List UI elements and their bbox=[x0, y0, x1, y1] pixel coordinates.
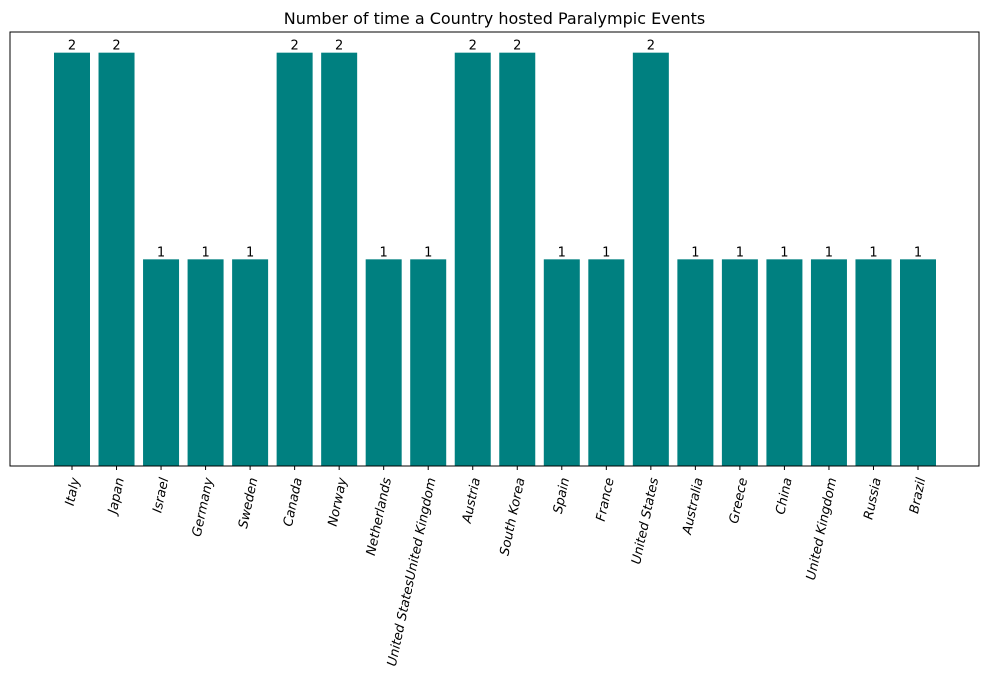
bar-value-label: 2 bbox=[335, 39, 343, 54]
bar bbox=[187, 259, 224, 466]
x-tick-label: Russia bbox=[861, 476, 884, 521]
plot-area-frame bbox=[9, 31, 980, 467]
bar-value-label: 2 bbox=[290, 39, 298, 54]
x-tick-label: Italy bbox=[63, 476, 84, 507]
bar bbox=[855, 259, 892, 466]
bar bbox=[54, 52, 90, 467]
bar-value-label: 1 bbox=[914, 245, 922, 260]
x-tick-label: France bbox=[594, 476, 618, 522]
x-tick-label: South Korea bbox=[497, 476, 528, 557]
bar-value-label: 1 bbox=[157, 245, 165, 260]
x-tick-label: Sweden bbox=[236, 476, 261, 529]
bar-value-label: 2 bbox=[469, 39, 477, 54]
bar-value-label: 2 bbox=[112, 39, 120, 54]
bar bbox=[543, 259, 580, 466]
x-tick-label: Norway bbox=[326, 476, 351, 528]
bar-value-label: 1 bbox=[736, 245, 744, 260]
bar-value-label: 1 bbox=[602, 245, 610, 260]
bar-value-label: 1 bbox=[246, 245, 254, 260]
x-tick-label: Australia bbox=[680, 476, 707, 536]
bar-value-label: 1 bbox=[780, 245, 788, 260]
x-tick-label: China bbox=[773, 476, 795, 515]
x-tick-label: Germany bbox=[190, 476, 217, 538]
bar-value-label: 2 bbox=[68, 39, 76, 54]
x-tick-label: Canada bbox=[281, 476, 306, 528]
x-tick-label: United States bbox=[629, 476, 662, 565]
bar-value-label: 2 bbox=[513, 39, 521, 54]
bar-value-label: 2 bbox=[647, 39, 655, 54]
x-tick-label: United StatesUnited Kingdom bbox=[385, 476, 440, 667]
bar-value-label: 1 bbox=[691, 245, 699, 260]
x-tick-label: United Kingdom bbox=[804, 476, 840, 581]
bar bbox=[632, 52, 669, 467]
x-tick-label: Netherlands bbox=[364, 476, 395, 557]
data-labels-group: 2 2 1 1 1 2 2 1 1 2 2 1 1 2 1 1 1 1 1 1 bbox=[68, 39, 922, 261]
bar bbox=[588, 259, 625, 466]
x-tick-label: Japan bbox=[105, 476, 128, 518]
bar bbox=[98, 52, 135, 467]
bar bbox=[143, 259, 180, 466]
bar bbox=[276, 52, 313, 467]
bar-value-label: 1 bbox=[869, 245, 877, 260]
bar bbox=[499, 52, 536, 467]
bar bbox=[232, 259, 269, 466]
x-tick-label: Brazil bbox=[907, 476, 929, 515]
bar bbox=[454, 52, 491, 467]
x-tick-label: Israel bbox=[150, 476, 172, 514]
bar-value-label: 1 bbox=[380, 245, 388, 260]
x-tick-labels-group: Italy Japan Israel Germany Sweden Canada Norwa… bbox=[63, 466, 929, 668]
x-tick-label: Spain bbox=[551, 476, 573, 515]
bars-group bbox=[54, 52, 936, 467]
bar bbox=[410, 259, 447, 466]
bar bbox=[900, 259, 936, 466]
chart-title: Number of time a Country hosted Paralymp… bbox=[284, 9, 706, 28]
bar bbox=[677, 259, 714, 466]
bar bbox=[810, 259, 847, 466]
x-tick-label: Austria bbox=[460, 476, 484, 525]
bar bbox=[766, 259, 803, 466]
bar bbox=[365, 259, 402, 466]
bar-value-label: 1 bbox=[825, 245, 833, 260]
bar-value-label: 1 bbox=[424, 245, 432, 260]
bar-value-label: 1 bbox=[201, 245, 209, 260]
bar-value-label: 1 bbox=[558, 245, 566, 260]
bar bbox=[321, 52, 358, 467]
x-tick-label: Greece bbox=[727, 476, 751, 525]
bar bbox=[721, 259, 758, 466]
